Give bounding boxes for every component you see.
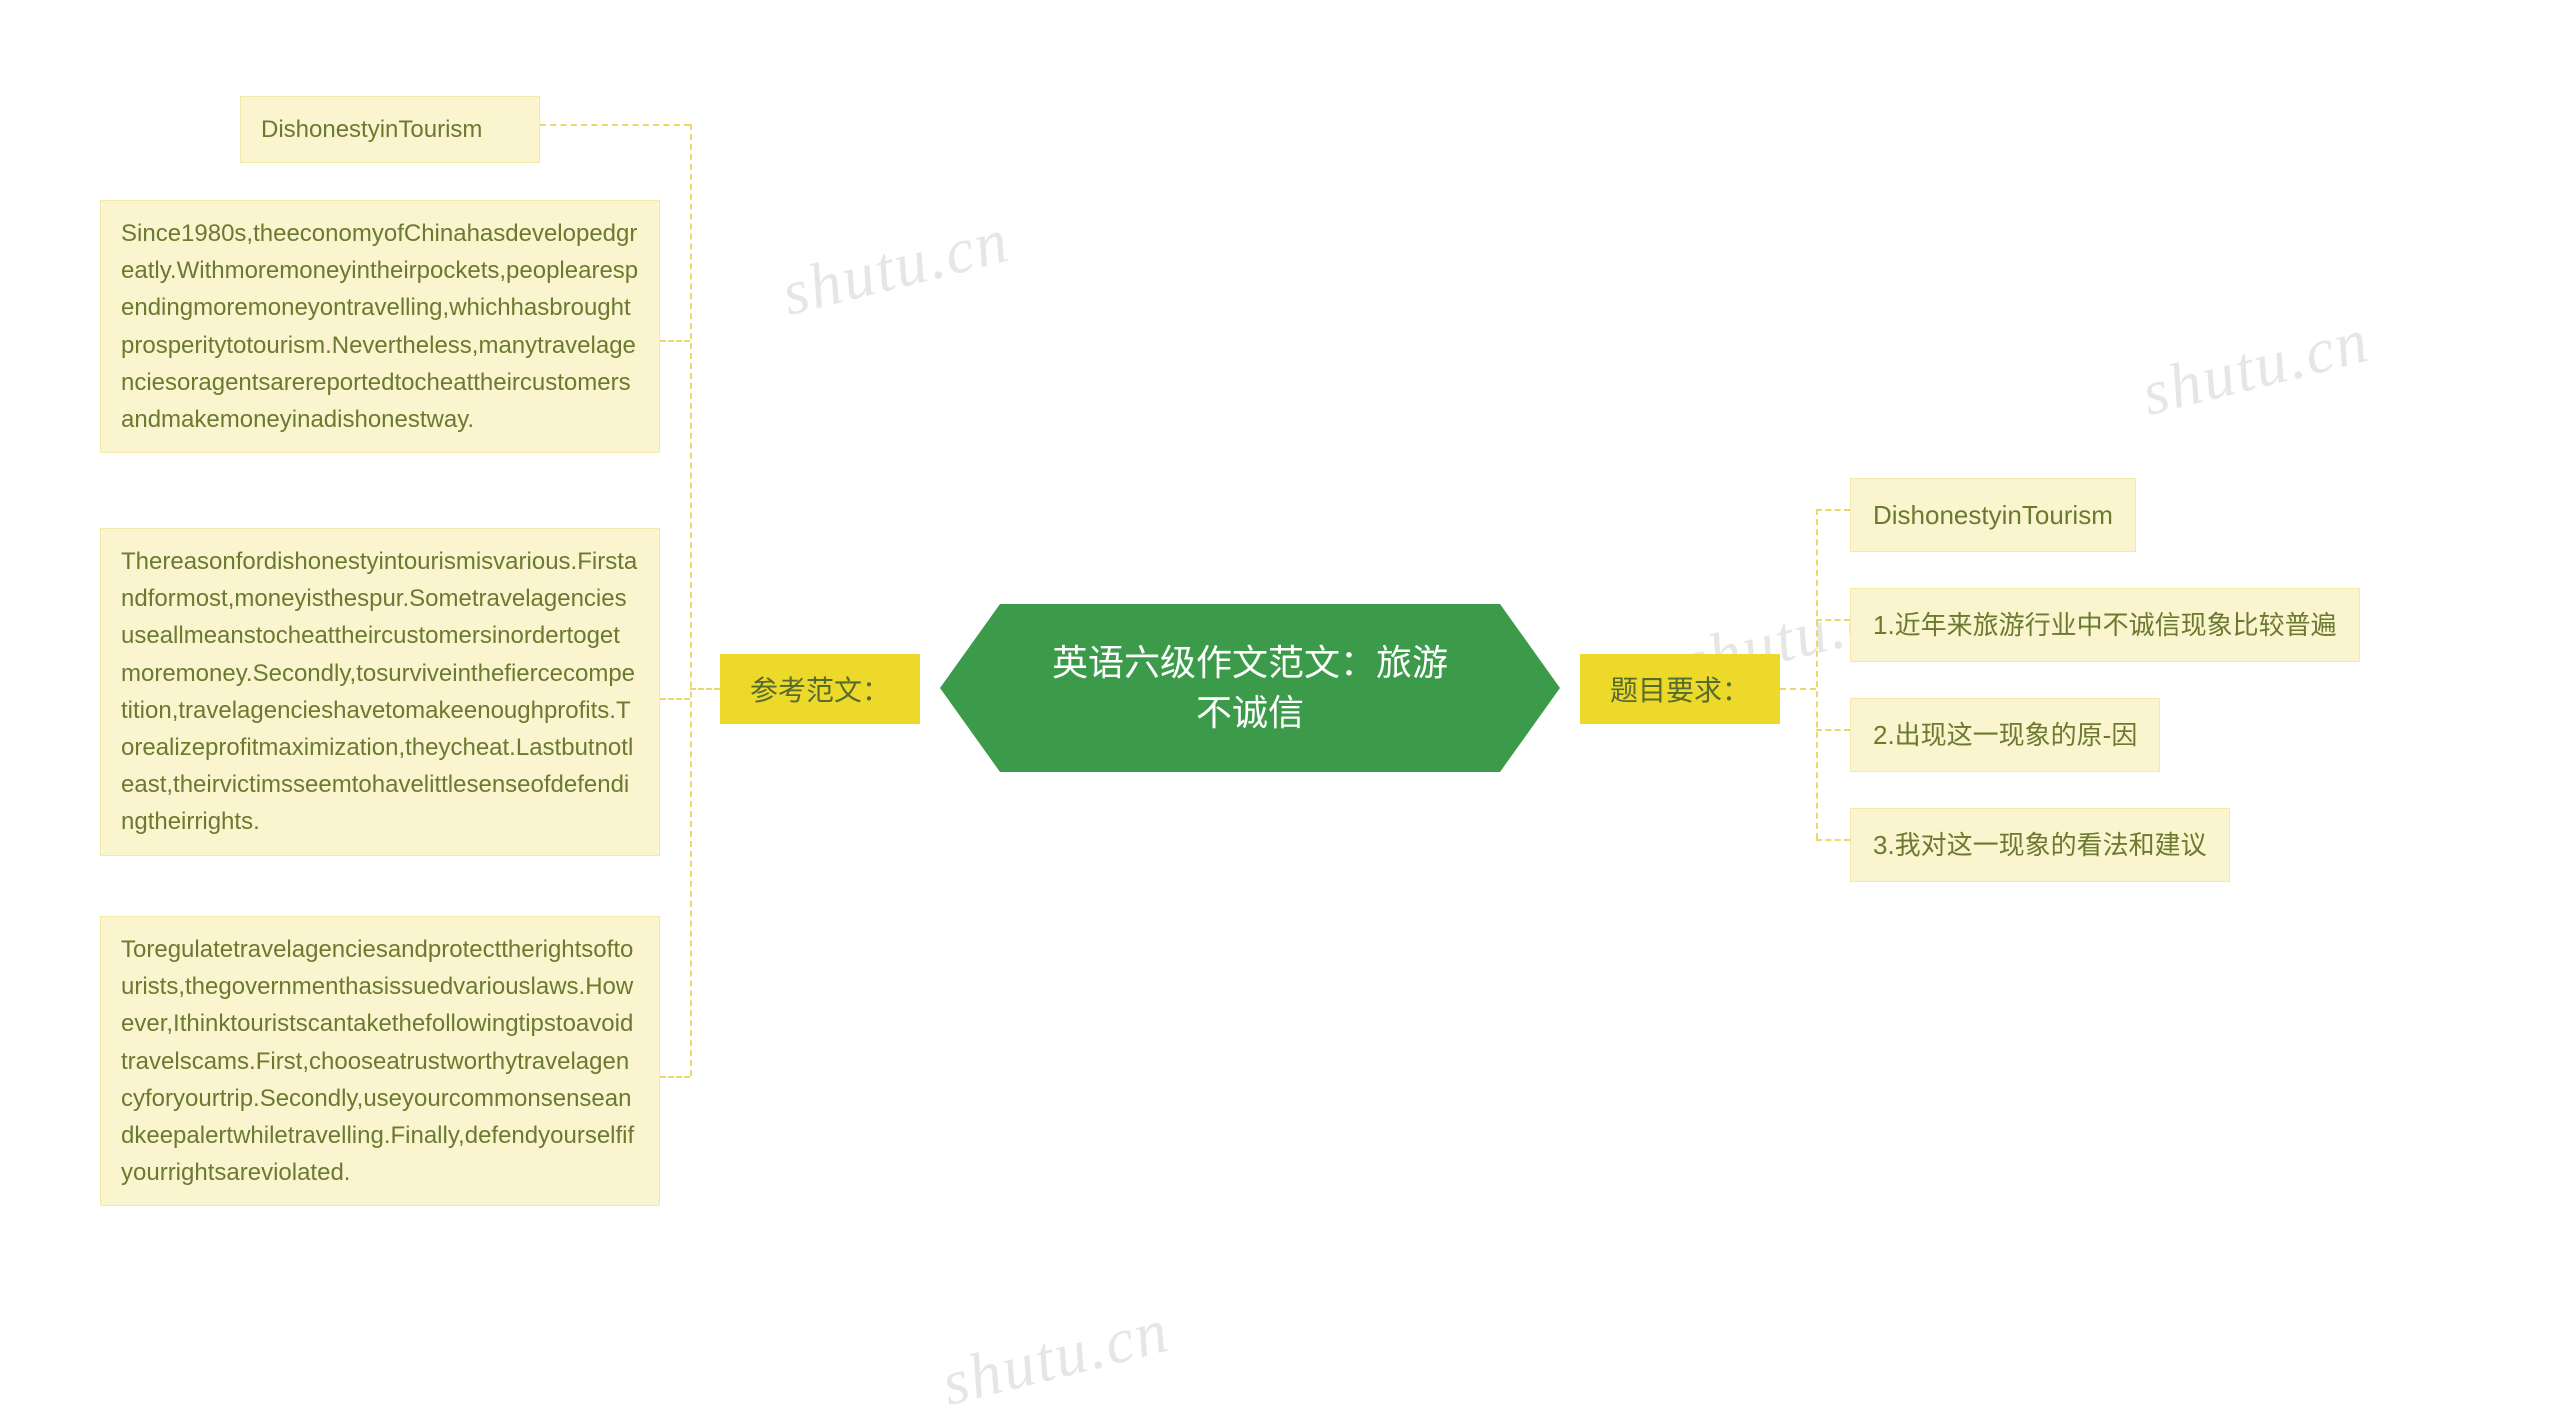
- branch-left: 参考范文：: [720, 654, 920, 724]
- connector: [660, 340, 690, 342]
- connector: [690, 688, 720, 690]
- leaf-right-2: 2.出现这一现象的原-因: [1850, 698, 2160, 772]
- leaf-right-3: 3.我对这一现象的看法和建议: [1850, 808, 2230, 882]
- mindmap-canvas: shutu.cn shutu.cn shutu.cn shutu.cn shut…: [0, 0, 2560, 1408]
- leaf-right-0: DishonestyinTourism: [1850, 478, 2136, 552]
- leaf-right-1: 1.近年来旅游行业中不诚信现象比较普遍: [1850, 588, 2360, 662]
- connector: [540, 124, 690, 126]
- leaf-left-3: Toregulatetravelagenciesandprotecttherig…: [100, 916, 660, 1206]
- leaf-left-0: DishonestyinTourism: [240, 96, 540, 163]
- watermark: shutu.cn: [2134, 303, 2376, 431]
- connector: [1816, 839, 1850, 841]
- connector: [1816, 509, 1850, 511]
- connector: [1816, 509, 1818, 839]
- connector: [1780, 688, 1816, 690]
- connector: [1816, 729, 1850, 731]
- branch-right: 题目要求：: [1580, 654, 1780, 724]
- center-node-wrap: 英语六级作文范文：旅游不诚信: [940, 604, 1560, 772]
- leaf-left-2: Thereasonfordishonestyintourismisvarious…: [100, 528, 660, 856]
- chevron-right-icon: [1500, 604, 1560, 772]
- leaf-left-1: Since1980s,theeconomyofChinahasdeveloped…: [100, 200, 660, 453]
- connector: [660, 1076, 690, 1078]
- connector: [660, 698, 690, 700]
- center-node: 英语六级作文范文：旅游不诚信: [1000, 604, 1500, 772]
- watermark: shutu.cn: [774, 203, 1016, 331]
- connector: [690, 124, 692, 1076]
- watermark: shutu.cn: [934, 1293, 1176, 1408]
- connector: [1816, 619, 1850, 621]
- chevron-left-icon: [940, 604, 1000, 772]
